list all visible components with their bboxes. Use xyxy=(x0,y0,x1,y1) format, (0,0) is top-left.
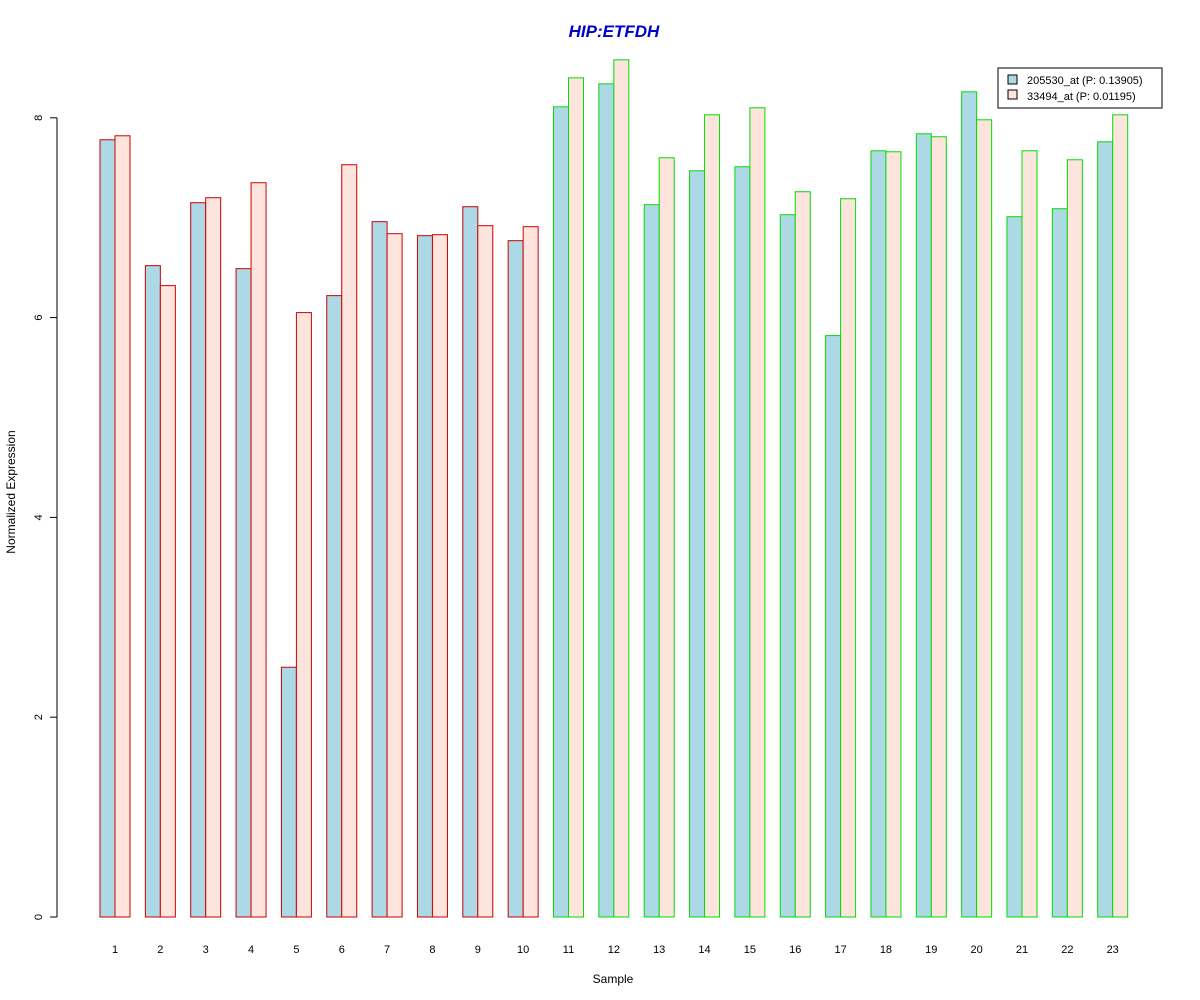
bar-sample-22-series-2 xyxy=(1066,159,1083,918)
bar-sample-14-series-2 xyxy=(704,114,721,918)
x-tick-label: 7 xyxy=(384,944,390,956)
bar-sample-15-series-2 xyxy=(749,107,766,918)
bar-sample-13-series-2 xyxy=(658,157,675,918)
bar-sample-19-series-2 xyxy=(930,136,947,918)
bar-sample-18-series-1 xyxy=(870,150,887,918)
x-tick-label: 4 xyxy=(248,944,254,956)
bar-sample-6-series-1 xyxy=(326,295,343,918)
bar-sample-1-series-2 xyxy=(114,135,131,918)
bar-sample-18-series-2 xyxy=(885,151,902,918)
x-tick-label: 10 xyxy=(517,944,529,956)
chart-title: HIP:ETFDH xyxy=(569,22,660,41)
bar-sample-8-series-2 xyxy=(431,234,448,918)
bar-sample-7-series-2 xyxy=(386,233,403,918)
bar-sample-20-series-1 xyxy=(961,91,978,918)
x-tick-label: 15 xyxy=(744,944,756,956)
bars-group xyxy=(99,59,1129,918)
bar-sample-21-series-1 xyxy=(1006,216,1023,918)
y-axis: 0 2 4 6 8 xyxy=(33,115,58,920)
x-tick-label: 11 xyxy=(563,944,574,956)
x-tick-label: 21 xyxy=(1016,944,1028,956)
bar-sample-3-series-1 xyxy=(190,202,207,918)
x-tick-label: 2 xyxy=(157,944,163,956)
bar-sample-20-series-2 xyxy=(976,119,993,918)
x-tick-label: 14 xyxy=(698,944,710,956)
y-tick-label: 6 xyxy=(33,315,45,321)
bar-sample-4-series-2 xyxy=(250,182,267,918)
bar-sample-5-series-1 xyxy=(280,666,297,918)
bar-sample-5-series-2 xyxy=(295,312,312,918)
bar-sample-13-series-1 xyxy=(643,204,660,918)
y-tick-label: 2 xyxy=(33,714,45,720)
legend: 205530_at (P: 0.13905) 33494_at (P: 0.01… xyxy=(997,67,1163,109)
legend-label-series-2: 33494_at (P: 0.01195) xyxy=(1027,91,1136,103)
bar-sample-7-series-1 xyxy=(371,221,388,918)
x-tick-label: 22 xyxy=(1061,944,1073,956)
bar-sample-16-series-1 xyxy=(779,214,796,918)
y-axis-title: Normalized Expression xyxy=(4,430,18,553)
x-tick-label: 23 xyxy=(1107,944,1119,956)
bar-sample-9-series-1 xyxy=(462,206,479,918)
bar-sample-12-series-2 xyxy=(613,59,630,918)
x-tick-label: 19 xyxy=(925,944,937,956)
x-tick-label: 3 xyxy=(203,944,209,956)
bar-sample-17-series-2 xyxy=(840,198,857,918)
bar-sample-17-series-1 xyxy=(825,335,842,918)
bar-sample-23-series-1 xyxy=(1097,141,1114,918)
bar-sample-10-series-2 xyxy=(522,226,539,918)
bar-sample-14-series-1 xyxy=(689,170,706,918)
x-tick-label: 18 xyxy=(880,944,892,956)
x-tick-label: 9 xyxy=(475,944,481,956)
bar-sample-15-series-1 xyxy=(734,166,751,918)
bar-sample-16-series-2 xyxy=(794,191,811,918)
bar-sample-22-series-1 xyxy=(1051,208,1068,918)
bar-sample-21-series-2 xyxy=(1021,150,1038,918)
legend-swatch-series-1 xyxy=(1007,74,1018,85)
bar-sample-2-series-1 xyxy=(144,265,161,918)
x-tick-label: 12 xyxy=(608,944,620,956)
bar-sample-4-series-1 xyxy=(235,268,252,918)
bar-sample-9-series-2 xyxy=(477,225,494,918)
legend-box xyxy=(997,67,1163,109)
bar-sample-8-series-1 xyxy=(416,235,433,918)
y-tick-label: 8 xyxy=(33,115,45,121)
x-axis-title: Sample xyxy=(593,972,634,986)
legend-swatch-series-2 xyxy=(1007,89,1018,100)
x-axis-tick-labels: 1 2 3 4 5 6 7 8 9 10 11 12 13 14 15 16 17 18 19 20 21 22 23 xyxy=(112,944,1119,956)
bar-sample-6-series-2 xyxy=(341,164,358,918)
bar-sample-10-series-1 xyxy=(507,240,524,918)
x-tick-label: 8 xyxy=(429,944,435,956)
y-tick-label: 0 xyxy=(33,914,45,920)
bar-sample-23-series-2 xyxy=(1112,114,1129,918)
y-tick-label: 4 xyxy=(33,514,45,520)
bar-sample-11-series-2 xyxy=(568,77,584,918)
bar-sample-1-series-1 xyxy=(99,139,116,918)
bar-sample-11-series-1 xyxy=(553,106,569,918)
bar-sample-3-series-2 xyxy=(205,197,222,918)
legend-label-series-1: 205530_at (P: 0.13905) xyxy=(1027,75,1143,87)
x-tick-label: 17 xyxy=(834,944,846,956)
x-tick-label: 1 xyxy=(112,944,118,956)
bar-sample-2-series-2 xyxy=(159,285,176,918)
bar-sample-12-series-1 xyxy=(598,83,615,918)
x-tick-label: 5 xyxy=(293,944,299,956)
bar-sample-19-series-1 xyxy=(915,133,932,918)
x-tick-label: 20 xyxy=(971,944,983,956)
x-tick-label: 6 xyxy=(339,944,345,956)
x-tick-label: 16 xyxy=(789,944,801,956)
x-tick-label: 13 xyxy=(653,944,665,956)
